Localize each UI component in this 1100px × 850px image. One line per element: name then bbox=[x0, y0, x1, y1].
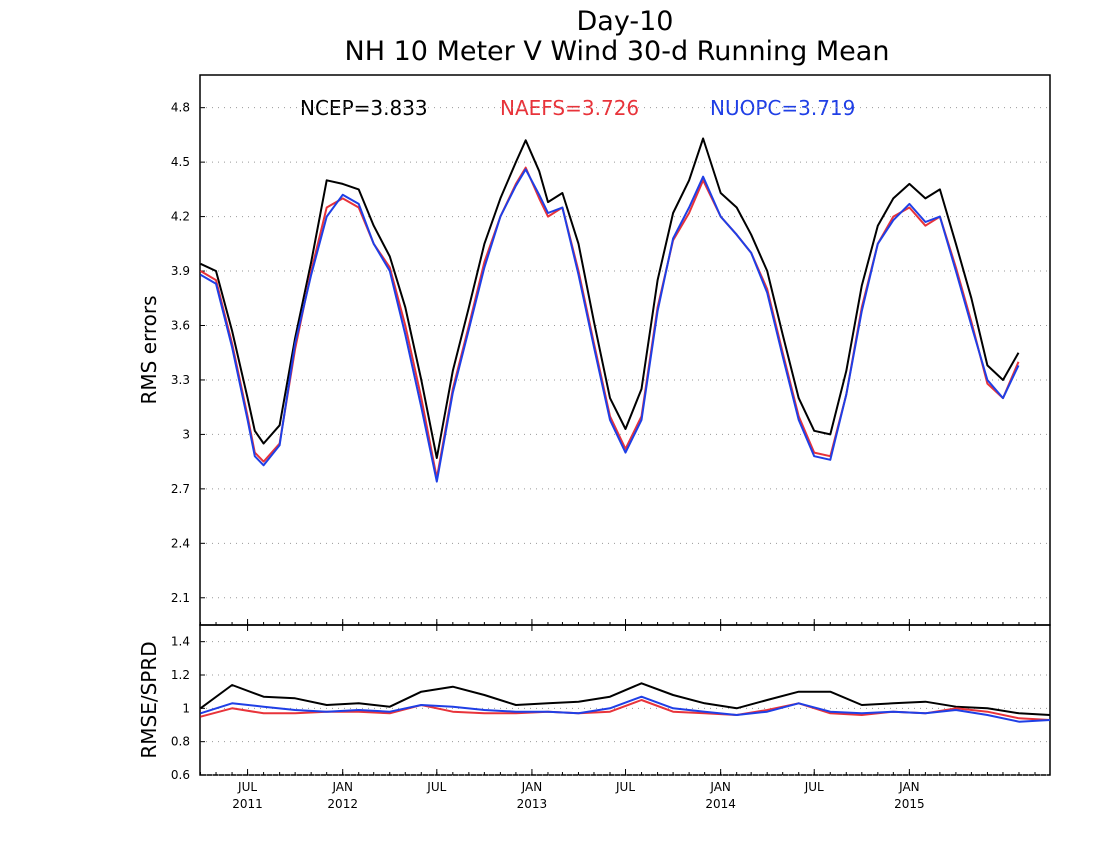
upper-series-lines bbox=[199, 137, 1020, 483]
lower-y-tick-label: 1.2 bbox=[171, 668, 190, 682]
legend-ncep: NCEP=3.833 bbox=[300, 96, 428, 120]
upper-series-nuopc bbox=[199, 168, 1020, 483]
x-tick-month-label: JAN bbox=[898, 780, 920, 794]
upper-y-tick-label: 2.7 bbox=[171, 482, 190, 496]
chart-title-line1: Day-10 bbox=[577, 6, 674, 37]
lower-gridlines bbox=[200, 641, 1050, 776]
upper-series-naefs bbox=[199, 166, 1020, 479]
upper-y-tick-label: 3 bbox=[182, 427, 190, 441]
x-tick-month-label: JUL bbox=[804, 780, 824, 794]
upper-y-tick-label: 4.5 bbox=[171, 155, 190, 169]
x-tick-year-label: 2013 bbox=[517, 797, 548, 811]
lower-series-ncep bbox=[199, 682, 1051, 716]
x-tick-month-label: JUL bbox=[237, 780, 257, 794]
lower-y-tick-label: 1.4 bbox=[171, 635, 190, 649]
x-ticks: JUL 2011 JAN 2012 JUL JAN 2013 JUL JAN 2014 JUL JAN… bbox=[200, 619, 1036, 811]
lower-series-lines bbox=[199, 682, 1051, 723]
x-tick-year-label: 2012 bbox=[327, 797, 358, 811]
lower-y-axis-label: RMSE/SPRD bbox=[137, 641, 161, 758]
x-tick-month-label: JAN bbox=[709, 780, 731, 794]
upper-y-tick-label: 4.2 bbox=[171, 210, 190, 224]
x-tick-year-label: 2011 bbox=[232, 797, 263, 811]
upper-y-tick-label: 2.1 bbox=[171, 591, 190, 605]
x-tick-month-label: JUL bbox=[615, 780, 635, 794]
upper-gridlines bbox=[200, 107, 1050, 599]
x-tick-year-label: 2015 bbox=[894, 797, 925, 811]
upper-y-tick-label: 3.6 bbox=[171, 318, 190, 332]
upper-y-tick-label: 3.9 bbox=[171, 264, 190, 278]
lower-series-nuopc bbox=[200, 695, 1051, 723]
lower-y-tick-label: 1 bbox=[182, 701, 190, 715]
upper-y-tick-label: 2.4 bbox=[171, 536, 190, 550]
upper-y-axis-label: RMS errors bbox=[137, 295, 161, 404]
x-tick-month-label: JAN bbox=[331, 780, 353, 794]
x-tick-year-label: 2014 bbox=[705, 797, 736, 811]
upper-y-tick-label: 4.8 bbox=[171, 101, 190, 115]
upper-y-tick-label: 3.3 bbox=[171, 373, 190, 387]
upper-plot-frame bbox=[199, 74, 1051, 626]
x-tick-month-label: JAN bbox=[521, 780, 543, 794]
lower-plot-frame bbox=[199, 624, 1051, 776]
upper-series-ncep bbox=[200, 137, 1020, 459]
lower-y-tick-label: 0.8 bbox=[171, 735, 190, 749]
legend-naefs: NAEFS=3.726 bbox=[500, 96, 639, 120]
chart-title-line2: NH 10 Meter V Wind 30-d Running Mean bbox=[345, 36, 890, 67]
x-tick-month-label: JUL bbox=[426, 780, 446, 794]
lower-y-tick-label: 0.6 bbox=[171, 768, 190, 782]
